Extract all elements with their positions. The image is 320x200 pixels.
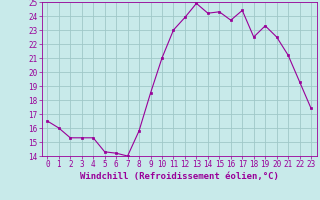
X-axis label: Windchill (Refroidissement éolien,°C): Windchill (Refroidissement éolien,°C) [80,172,279,181]
